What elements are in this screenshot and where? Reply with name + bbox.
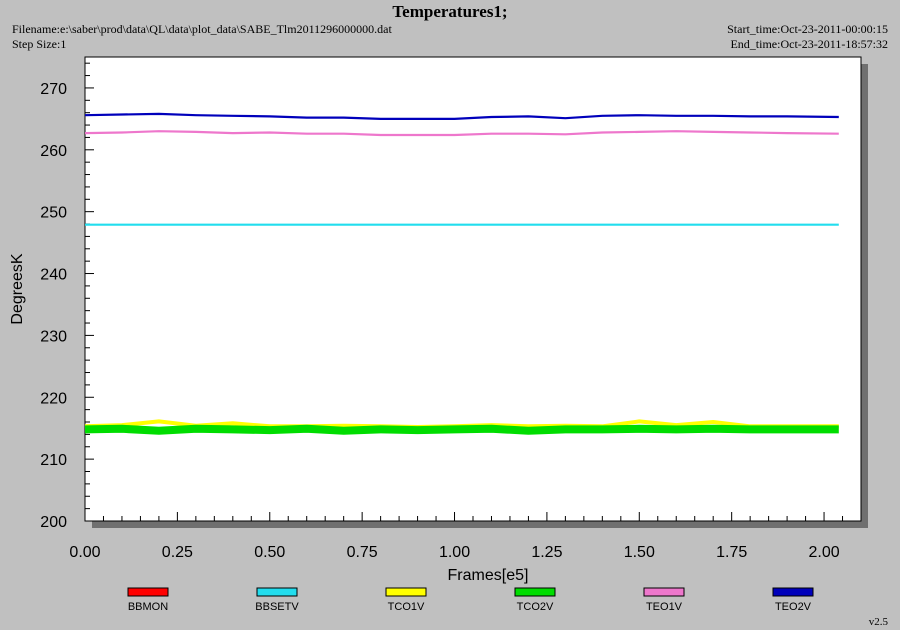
series-line-teo1v: [84, 130, 839, 137]
step-size-label: Step Size:1: [12, 37, 67, 51]
x-tick-label: 1.00: [439, 544, 470, 561]
legend-swatch: [127, 587, 169, 597]
legend-label: BBSETV: [255, 601, 299, 613]
series-line-tco2v: [84, 424, 839, 435]
x-tick-label: 1.75: [716, 544, 747, 561]
chart-title: Temperatures1;: [392, 2, 508, 21]
y-tick-label: 200: [40, 514, 67, 531]
version-label: v2.5: [868, 616, 888, 628]
legend-label: TEO2V: [775, 601, 812, 613]
y-tick-label: 230: [40, 328, 67, 345]
x-tick-label: 0.25: [162, 544, 193, 561]
x-axis-label: Frames[e5]: [448, 567, 529, 584]
y-tick-label: 250: [40, 205, 67, 222]
x-tick-label: 2.00: [808, 544, 839, 561]
plot-area: [84, 56, 862, 522]
y-axis-label: DegreesK: [9, 253, 26, 324]
start-time-label: Start_time:Oct-23-2011-00:00:15: [727, 22, 888, 36]
y-tick-label: 260: [40, 143, 67, 160]
x-tick-label: 0.00: [69, 544, 100, 561]
x-tick-label: 1.25: [531, 544, 562, 561]
x-tick-label: 0.50: [254, 544, 285, 561]
y-tick-label: 210: [40, 452, 67, 469]
y-tick-label: 240: [40, 267, 67, 284]
series-line-teo2v: [84, 112, 839, 121]
legend-label: TCO2V: [517, 601, 554, 613]
legend-swatch: [514, 587, 556, 597]
legend-label: TCO1V: [388, 601, 425, 613]
x-tick-label: 1.50: [624, 544, 655, 561]
legend-label: TEO1V: [646, 601, 683, 613]
y-tick-label: 270: [40, 81, 67, 98]
filename-label: Filename:e:\saber\prod\data\QL\data\plot…: [12, 22, 392, 36]
legend-label: BBMON: [128, 601, 168, 613]
legend-swatch: [256, 587, 298, 597]
x-tick-label: 0.75: [347, 544, 378, 561]
y-tick-label: 220: [40, 390, 67, 407]
end-time-label: End_time:Oct-23-2011-18:57:32: [730, 37, 888, 51]
legend-swatch: [643, 587, 685, 597]
legend-swatch: [772, 587, 814, 597]
legend-swatch: [385, 587, 427, 597]
